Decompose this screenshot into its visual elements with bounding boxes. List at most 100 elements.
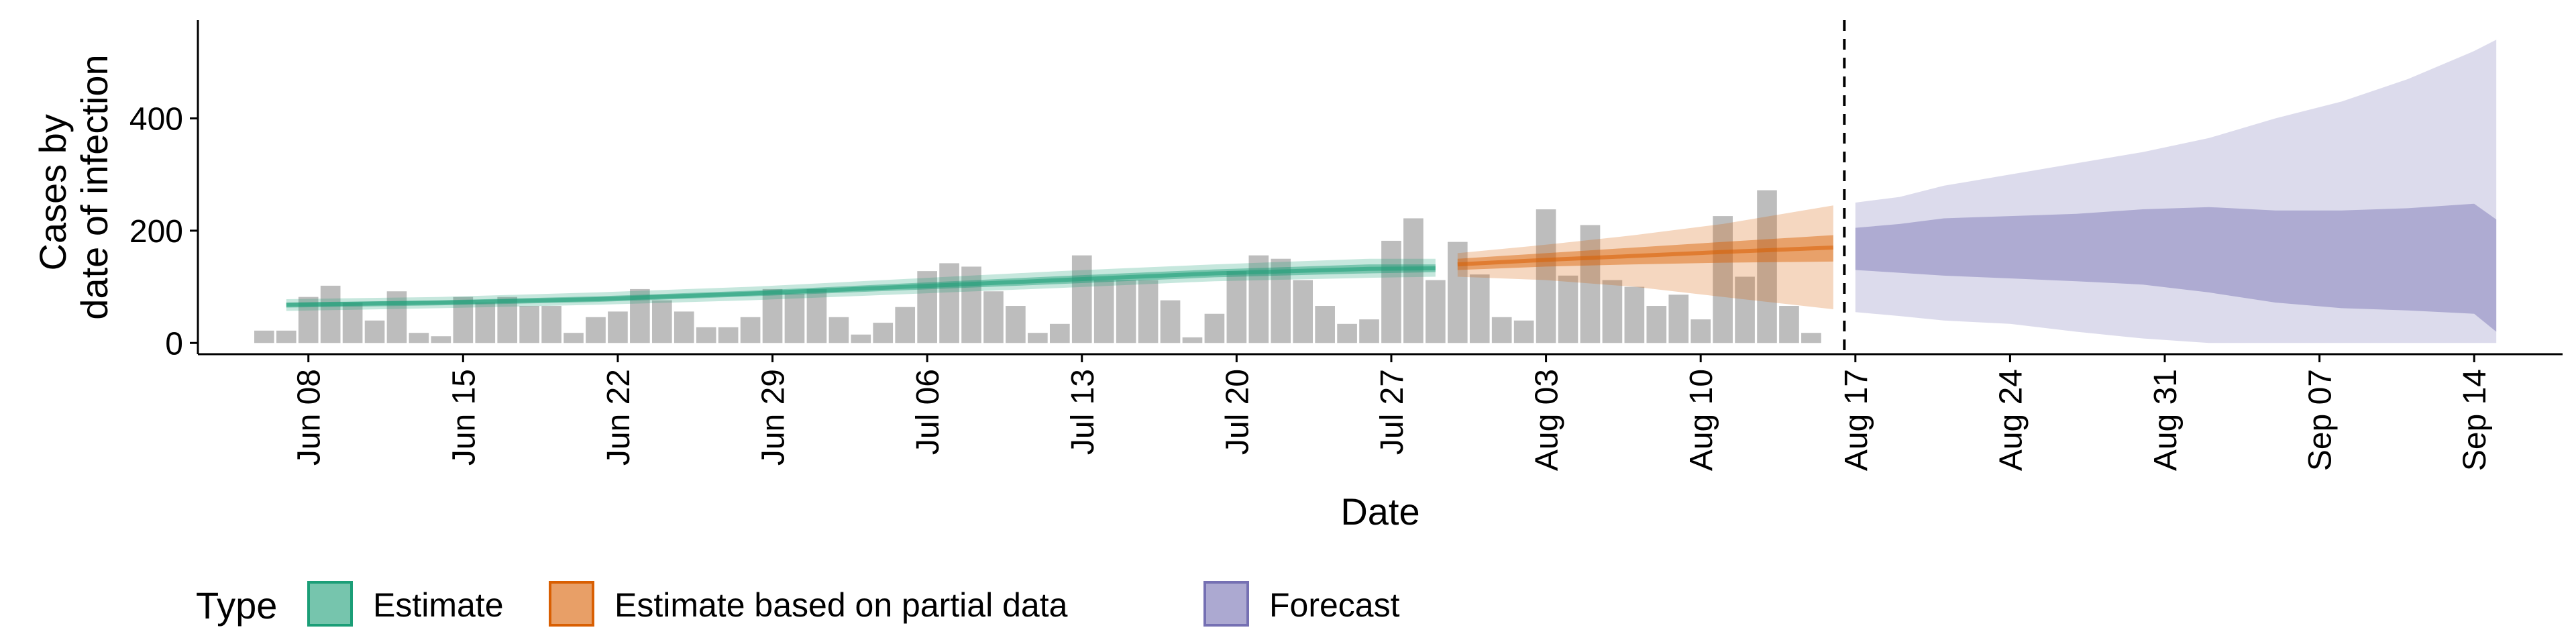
y-tick-label: 200: [129, 214, 183, 250]
x-axis-ticks: Jun 08 Jun 15 Jun 22 Jun 29 Jul 06 Jul 13 Jul …: [292, 354, 2493, 471]
x-tick-label: Aug 03: [1529, 369, 1565, 471]
y-tick-label: 0: [165, 326, 183, 362]
bar: [1779, 306, 1799, 343]
x-tick-label: Jul 27: [1375, 369, 1410, 455]
bar: [1491, 317, 1512, 343]
y-tick-label: 400: [129, 101, 183, 137]
legend-key-forecast: [1203, 581, 1249, 627]
bar: [342, 303, 363, 343]
bar: [851, 334, 871, 343]
bar: [1757, 190, 1777, 343]
bar: [1558, 275, 1578, 343]
bar: [541, 306, 561, 343]
x-tick-label: Jul 20: [1220, 369, 1255, 455]
bar: [1646, 306, 1667, 343]
bar: [276, 330, 297, 343]
bar: [1006, 306, 1026, 343]
bar: [1447, 241, 1468, 343]
bar: [1359, 319, 1379, 343]
bar: [386, 291, 407, 343]
bar: [652, 300, 672, 343]
estimate-based-on-partial-data-median-line: [1457, 245, 1833, 267]
x-tick-label: Jun 22: [601, 369, 637, 466]
plot-area: [254, 20, 2497, 354]
bar: [431, 336, 451, 343]
bar: [1028, 333, 1048, 343]
bar: [873, 323, 894, 343]
estimate-median-line: [286, 266, 1436, 307]
legend: Type Estimate Estimate based on partial d…: [196, 581, 1400, 627]
bar: [1668, 294, 1689, 343]
x-tick-label: Aug 31: [2148, 369, 2184, 471]
bar: [1381, 240, 1401, 343]
bar: [1093, 280, 1114, 343]
bar: [939, 263, 959, 343]
bar: [718, 327, 739, 343]
bar: [1580, 225, 1601, 343]
bar: [1426, 280, 1446, 343]
bar: [1315, 306, 1335, 343]
bar: [564, 333, 584, 343]
bar: [254, 330, 274, 343]
legend-items: Estimate Estimate based on partial data Fo…: [307, 581, 1400, 627]
x-tick-label: Jun 15: [446, 369, 482, 466]
bar: [1160, 300, 1181, 343]
legend-label-estimate: Estimate: [373, 586, 504, 624]
bar: [453, 297, 474, 343]
bar: [364, 320, 385, 343]
x-tick-label: Jun 29: [756, 369, 792, 466]
bar: [1226, 271, 1247, 343]
x-tick-label: Jul 13: [1065, 369, 1101, 455]
x-tick-label: Aug 10: [1684, 369, 1719, 471]
x-tick-label: Sep 14: [2457, 369, 2493, 471]
x-tick-label: Sep 07: [2303, 369, 2339, 471]
bar: [1204, 313, 1225, 343]
y-axis-ticks: 0 200 400: [129, 101, 198, 362]
bar: [828, 317, 849, 343]
bar: [1513, 320, 1534, 343]
legend-label-forecast: Forecast: [1269, 586, 1400, 624]
bar: [1049, 323, 1070, 343]
bar: [1801, 333, 1821, 343]
bar: [983, 291, 1004, 343]
bar: [696, 327, 716, 343]
bar: [497, 297, 518, 343]
bar: [1713, 216, 1733, 343]
x-tick-label: Jun 08: [292, 369, 327, 466]
x-tick-label: Jul 06: [910, 369, 946, 455]
legend-label-estimate-based-on-partial-data: Estimate based on partial data: [614, 586, 1068, 624]
bar: [895, 307, 916, 343]
bar: [586, 317, 606, 343]
forecast-band-50: [1855, 203, 2497, 332]
bar: [519, 306, 539, 343]
bar: [320, 285, 341, 343]
legend-key-estimate-based-on-partial-data: [549, 581, 594, 627]
bar: [1624, 286, 1645, 343]
bar: [762, 288, 783, 343]
forecast-band-90: [1855, 40, 2497, 343]
bar: [1116, 280, 1136, 343]
bar: [1690, 319, 1711, 343]
y-axis-title: Cases by date of infection: [32, 54, 115, 319]
bar: [1293, 280, 1313, 343]
bar: [608, 311, 628, 343]
x-tick-label: Aug 17: [1839, 369, 1874, 471]
bar: [806, 288, 827, 343]
bar: [674, 311, 694, 343]
legend-title: Type: [196, 584, 277, 627]
bar: [475, 303, 496, 343]
bar: [1337, 323, 1357, 343]
bar: [917, 271, 937, 343]
bar: [1469, 274, 1490, 343]
y-axis-title-line-1: Cases by: [32, 114, 74, 270]
bar: [740, 317, 761, 343]
y-axis-title-line-2: date of infection: [73, 54, 115, 319]
bar: [784, 293, 805, 343]
x-tick-label: Aug 24: [1993, 369, 2029, 471]
bar: [1602, 280, 1623, 343]
bar: [961, 266, 981, 343]
x-axis-title: Date: [1340, 490, 1419, 533]
bar: [1182, 337, 1203, 343]
